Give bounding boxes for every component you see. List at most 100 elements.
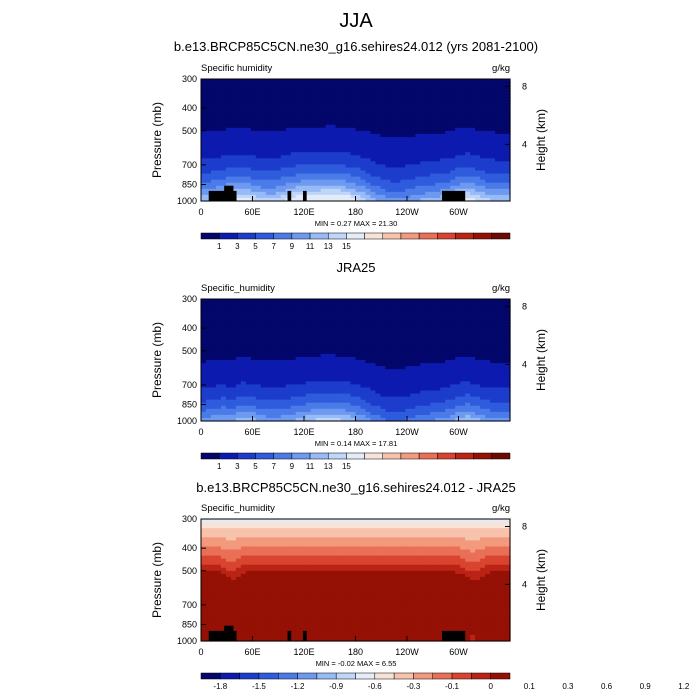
field-cell	[290, 133, 297, 138]
field-cell	[225, 115, 232, 120]
field-cell	[335, 363, 342, 367]
field-cell	[440, 320, 446, 324]
field-cell	[315, 191, 322, 196]
field-cell	[220, 417, 227, 422]
field-cell	[275, 194, 282, 199]
field-cell	[410, 329, 416, 334]
field-cell	[470, 197, 476, 202]
field-cell	[335, 197, 342, 202]
field-cell	[480, 112, 486, 117]
field-cell	[370, 329, 377, 334]
field-cell	[490, 79, 496, 83]
field-cell	[405, 369, 411, 373]
field-cell	[425, 161, 431, 165]
field-cell	[355, 121, 362, 126]
field-cell	[425, 353, 431, 358]
field-cell	[455, 372, 461, 376]
field-cell	[420, 88, 426, 92]
field-cell	[315, 350, 322, 355]
field-cell	[340, 414, 347, 419]
field-cell	[470, 185, 476, 190]
field-cell	[255, 106, 262, 111]
field-cell	[350, 396, 357, 401]
field-cell	[400, 390, 406, 395]
field-cell	[350, 311, 357, 315]
field-cell	[390, 88, 396, 92]
field-cell	[335, 405, 342, 410]
field-cell	[225, 124, 232, 129]
field-cell	[500, 366, 506, 370]
field-cell	[335, 118, 342, 123]
field-cell	[390, 390, 396, 395]
field-cell	[295, 320, 302, 324]
field-cell	[240, 387, 247, 392]
field-cell	[425, 167, 431, 172]
field-cell	[485, 350, 491, 355]
field-cell	[350, 402, 357, 407]
field-cell	[385, 384, 391, 389]
field-cell	[345, 100, 352, 104]
field-cell	[455, 414, 461, 419]
field-cell	[395, 332, 401, 337]
field-cell	[330, 155, 337, 159]
field-cell	[335, 115, 342, 120]
field-cell	[345, 185, 352, 190]
field-cell	[450, 393, 456, 398]
field-cell	[255, 308, 262, 312]
field-cell	[255, 167, 262, 172]
field-cell	[425, 387, 431, 392]
field-cell	[390, 305, 396, 309]
field-cell	[435, 85, 441, 89]
field-cell	[460, 121, 466, 126]
field-cell	[250, 173, 257, 178]
field-cell	[500, 127, 506, 132]
field-cell	[390, 369, 396, 373]
field-cell	[295, 127, 302, 132]
field-cell	[350, 100, 357, 104]
field-cell	[490, 311, 496, 315]
field-cell	[220, 136, 227, 141]
field-cell	[335, 396, 342, 401]
field-cell	[340, 149, 347, 153]
field-cell	[470, 323, 476, 328]
field-cell	[370, 161, 377, 165]
field-cell	[315, 347, 322, 352]
field-cell	[375, 158, 382, 162]
field-cell	[320, 143, 327, 147]
field-cell	[275, 94, 282, 98]
field-cell	[450, 369, 456, 373]
field-cell	[230, 360, 237, 364]
field-cell	[470, 176, 476, 181]
field-cell	[395, 143, 401, 147]
field-cell	[220, 82, 227, 86]
field-cell	[215, 366, 222, 370]
field-cell	[375, 305, 382, 309]
field-cell	[395, 305, 401, 309]
field-cell	[435, 158, 441, 162]
field-cell	[475, 402, 481, 407]
field-cell	[440, 140, 446, 144]
field-cell	[325, 320, 332, 324]
field-cell	[425, 305, 431, 309]
field-cell	[505, 356, 511, 361]
field-cell	[335, 112, 342, 117]
field-cell	[365, 308, 372, 312]
field-cell	[435, 363, 441, 367]
field-cell	[440, 130, 446, 135]
field-cell	[390, 314, 396, 318]
field-cell	[360, 140, 367, 144]
field-cell	[300, 326, 307, 331]
field-cell	[465, 185, 471, 190]
field-cell	[410, 381, 416, 385]
field-cell	[485, 115, 491, 120]
field-cell	[490, 344, 496, 349]
field-cell	[205, 414, 212, 419]
field-cell	[205, 308, 212, 312]
field-cell	[480, 414, 486, 419]
field-cell	[255, 344, 262, 349]
field-cell	[220, 311, 227, 315]
field-cell	[345, 393, 352, 398]
field-cell	[270, 191, 277, 196]
field-cell	[350, 341, 357, 346]
field-cell	[325, 417, 332, 422]
